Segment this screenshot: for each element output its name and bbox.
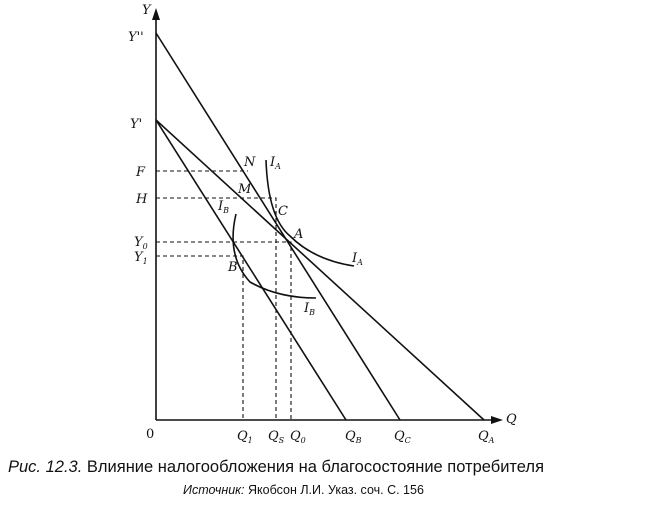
tick-y1b: Y1	[134, 250, 148, 266]
budget-line-y1-qa	[155, 119, 485, 421]
y-axis-arrow	[152, 8, 160, 20]
indifference-curve-ib	[232, 213, 317, 299]
point-n: N	[243, 155, 256, 170]
x-axis-label: Q	[506, 412, 517, 427]
tick-y0: Y0	[134, 235, 148, 251]
budget-line-y1-qb	[155, 119, 347, 421]
guide-h	[156, 197, 277, 420]
budget-line-y2-qc	[155, 32, 401, 421]
tick-qb: QB	[345, 429, 362, 445]
point-b: B	[227, 260, 238, 275]
guide-y0	[156, 241, 292, 420]
tick-q1: Q1	[237, 429, 253, 445]
curve-label-ib-top: IB	[217, 199, 229, 215]
guide-y1	[156, 255, 244, 420]
curve-label-ia-right: IA	[351, 251, 363, 267]
source-text: Якобсон Л.И. Указ. соч. С. 156	[248, 483, 424, 497]
tick-h: H	[135, 192, 148, 207]
y-axis-label: Y	[142, 3, 152, 18]
point-a: A	[293, 227, 303, 242]
x-axis-arrow	[491, 416, 503, 424]
tick-qa: QA	[478, 429, 495, 445]
tick-q0: Q0	[290, 429, 306, 445]
tick-qc: QC	[394, 429, 411, 445]
figure-number: Рис. 12.3.	[8, 458, 83, 476]
source-label: Источник:	[183, 483, 245, 497]
point-c: C	[278, 204, 288, 219]
origin-label: 0	[146, 427, 154, 442]
curve-label-ib-bottom: IB	[303, 301, 315, 317]
figure-source: Источник: Якобсон Л.И. Указ. соч. С. 156	[183, 483, 424, 497]
tick-y2: Y''	[128, 30, 144, 45]
curve-label-ia-top: IA	[269, 155, 281, 171]
figure-caption: Рис. 12.3. Влияние налогообложения на бл…	[8, 458, 653, 477]
indifference-curve-ia	[265, 159, 355, 267]
tick-qs: QS	[268, 429, 285, 445]
figure-title: Влияние налогообложения на благосостояни…	[86, 458, 544, 476]
point-m: M	[237, 182, 252, 197]
tick-f: F	[135, 165, 146, 180]
tick-y1: Y'	[130, 117, 142, 132]
